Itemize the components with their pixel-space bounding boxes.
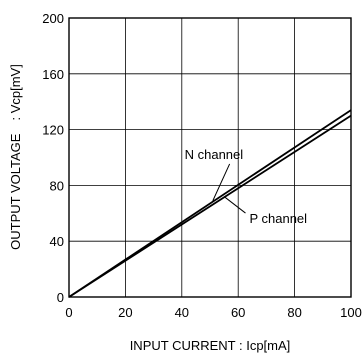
annotation-leader-p-channel (223, 196, 246, 214)
tick-labels: 0 20 40 60 80 100 0 40 80 120 160 200 (42, 11, 362, 320)
annotation-label-p-channel: P channel (249, 211, 307, 226)
y-axis-title: OUTPUT VOLTAGE : Vcp[mV] (8, 64, 23, 250)
annotation-label-n-channel: N channel (185, 147, 244, 162)
series-line-p-channel (68, 114, 352, 298)
x-tick-label: 60 (231, 305, 245, 320)
y-tick-label: 160 (42, 67, 64, 82)
annotations: N channel P channel (185, 147, 308, 226)
annotation-leader-n-channel (212, 163, 231, 201)
y-tick-label: 0 (57, 290, 64, 305)
y-tick-label: 120 (42, 123, 64, 138)
x-axis-title: INPUT CURRENT : Icp[mA] (130, 338, 291, 353)
plot-area (69, 18, 351, 297)
y-tick-label: 200 (42, 11, 64, 26)
x-tick-label: 40 (175, 305, 189, 320)
plot-frame (68, 17, 352, 298)
y-tick-label: 80 (50, 178, 64, 193)
x-tick-label: 20 (118, 305, 132, 320)
x-tick-label: 100 (340, 305, 362, 320)
grid (68, 17, 352, 298)
series-lines (68, 109, 352, 298)
x-tick-label: 80 (287, 305, 301, 320)
x-tick-label: 0 (65, 305, 72, 320)
y-tick-label: 40 (50, 234, 64, 249)
